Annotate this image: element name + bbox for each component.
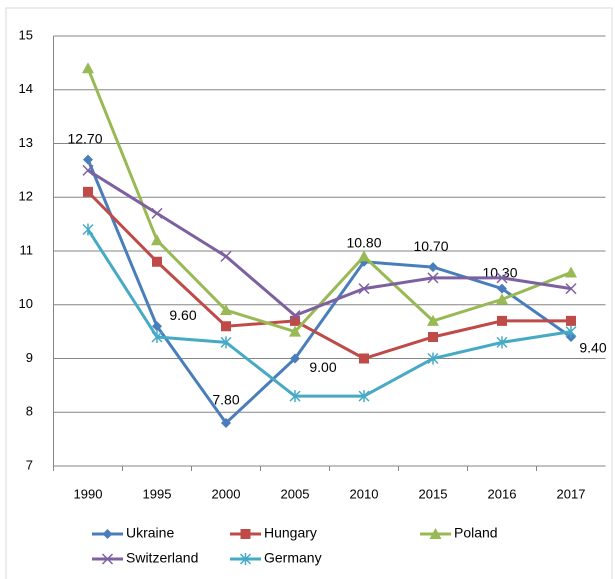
x-tick-label: 2017 (557, 486, 586, 501)
data-label: 7.80 (212, 392, 239, 408)
legend-label: Germany (264, 550, 322, 566)
y-tick-label: 15 (19, 27, 33, 42)
marker (83, 154, 93, 165)
data-label: 9.60 (169, 307, 196, 323)
marker (82, 223, 94, 236)
marker (428, 332, 438, 342)
marker (83, 186, 93, 197)
series-line (87, 169, 572, 318)
series-line (86, 190, 571, 361)
marker (289, 309, 301, 322)
marker (427, 352, 439, 365)
x-tick-label: 2000 (212, 486, 241, 501)
y-tick-label: 12 (19, 189, 33, 204)
legend-marker (429, 528, 442, 539)
y-tick-label: 7 (26, 457, 33, 472)
marker (358, 283, 370, 295)
marker (565, 325, 577, 338)
series-line (86, 67, 572, 334)
y-tick-label: 14 (19, 81, 33, 96)
marker (496, 336, 508, 349)
marker (151, 331, 163, 343)
marker (221, 418, 231, 428)
data-label: 12.70 (67, 130, 102, 146)
legend-label: Hungary (264, 525, 317, 541)
marker (152, 256, 162, 267)
marker (82, 62, 94, 74)
marker (220, 304, 232, 316)
y-tick-label: 13 (19, 135, 33, 150)
series-line (86, 159, 572, 426)
x-tick-label: 2005 (281, 486, 310, 501)
marker (358, 390, 370, 403)
x-tick-label: 2016 (488, 486, 517, 501)
marker (289, 325, 301, 337)
marker (427, 314, 439, 326)
y-tick-label: 8 (26, 404, 33, 419)
marker (497, 315, 507, 326)
x-tick-label: 2015 (419, 486, 448, 501)
marker (220, 336, 232, 349)
y-tick-label: 10 (19, 296, 33, 311)
y-tick-label: 9 (26, 350, 33, 365)
marker (566, 315, 576, 326)
marker (82, 164, 94, 176)
marker (565, 283, 577, 295)
legend-label: Ukraine (126, 525, 174, 541)
x-tick-label: 2010 (350, 486, 379, 501)
marker (358, 250, 370, 262)
data-label: 9.40 (579, 340, 606, 356)
series-line (86, 228, 572, 398)
data-label: 10.70 (413, 238, 448, 254)
legend-marker (102, 529, 113, 539)
legend-marker (239, 553, 252, 565)
marker (151, 207, 163, 219)
marker (497, 283, 507, 294)
marker (289, 390, 301, 403)
marker (290, 315, 300, 326)
marker (359, 353, 369, 364)
y-tick-label: 11 (20, 242, 34, 257)
marker (290, 353, 300, 364)
marker (565, 266, 577, 278)
data-label: 9.00 (309, 359, 336, 375)
data-label: 10.80 (346, 234, 381, 250)
marker (220, 250, 232, 262)
marker (221, 321, 231, 332)
legend-label: Switzerland (126, 550, 198, 566)
marker (152, 321, 162, 332)
x-tick-label: 1990 (74, 486, 103, 501)
marker (428, 262, 438, 273)
legend-label: Poland (454, 525, 498, 541)
marker (496, 293, 508, 305)
marker (151, 234, 163, 246)
data-label: 10.30 (482, 264, 517, 280)
marker (496, 272, 508, 284)
marker (427, 272, 439, 284)
legend-marker (101, 553, 114, 565)
x-tick-label: 1995 (143, 486, 172, 501)
legend-marker (240, 529, 251, 539)
